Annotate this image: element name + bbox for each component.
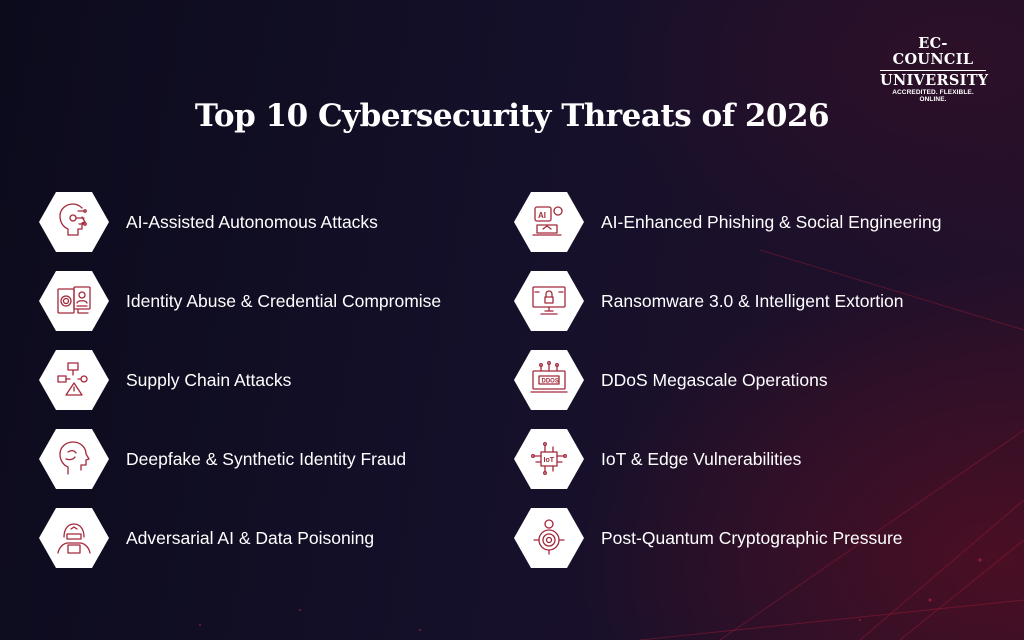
svg-text:IoT: IoT: [544, 457, 555, 464]
face-profile-icon: [38, 428, 110, 490]
threat-item: IoT IoT & Edge Vulnerabilities: [513, 427, 801, 491]
hacker-icon: [38, 507, 110, 569]
threat-item: Identity Abuse & Credential Compromise: [38, 269, 441, 333]
threat-label: AI-Enhanced Phishing & Social Engineerin…: [601, 211, 942, 232]
logo-divider: [880, 70, 986, 71]
threat-label: AI-Assisted Autonomous Attacks: [126, 211, 378, 232]
threat-item: Deepfake & Synthetic Identity Fraud: [38, 427, 406, 491]
threat-item: DDOS DDoS Megascale Operations: [513, 348, 828, 412]
threat-label: Identity Abuse & Credential Compromise: [126, 290, 442, 311]
threat-label: IoT & Edge Vulnerabilities: [601, 448, 802, 469]
id-card-fingerprint-icon: [38, 270, 110, 332]
logo-line1: EC-COUNCIL: [892, 35, 974, 68]
logo-line2: UNIVERSITY: [880, 72, 989, 89]
threat-label: Deepfake & Synthetic Identity Fraud: [126, 448, 407, 469]
supply-chain-warning-icon: [38, 349, 110, 411]
ec-council-university-logo: EC-COUNCIL UNIVERSITY ACCREDITED. FLEXIB…: [880, 35, 989, 103]
iot-chip-icon: IoT: [513, 428, 585, 490]
monitor-lock-icon: [513, 270, 585, 332]
threat-item: Supply Chain Attacks: [38, 348, 291, 412]
threat-label: Supply Chain Attacks: [126, 369, 292, 390]
threat-item: AI AI-Enhanced Phishing & Social Engineer…: [513, 190, 942, 254]
svg-text:AI: AI: [538, 211, 546, 220]
threat-item: AI-Assisted Autonomous Attacks: [38, 190, 378, 254]
ai-head-circuit-icon: [38, 191, 110, 253]
threat-label: Post-Quantum Cryptographic Pressure: [601, 527, 903, 548]
threat-item: Adversarial AI & Data Poisoning: [38, 506, 374, 570]
logo-tagline: ACCREDITED. FLEXIBLE. ONLINE.: [892, 89, 974, 103]
ddos-monitor-icon: DDOS: [513, 349, 585, 411]
threat-item: Ransomware 3.0 & Intelligent Extortion: [513, 269, 904, 333]
threat-item: Post-Quantum Cryptographic Pressure: [513, 506, 903, 570]
fingerprint-bitcoin-icon: [513, 507, 585, 569]
threat-label: Ransomware 3.0 & Intelligent Extortion: [601, 290, 904, 311]
svg-text:DDOS: DDOS: [542, 379, 559, 385]
threat-label: DDoS Megascale Operations: [601, 369, 828, 390]
ai-phishing-icon: AI: [513, 191, 585, 253]
page-title: Top 10 Cybersecurity Threats of 2026: [194, 98, 830, 134]
threat-label: Adversarial AI & Data Poisoning: [126, 527, 375, 548]
